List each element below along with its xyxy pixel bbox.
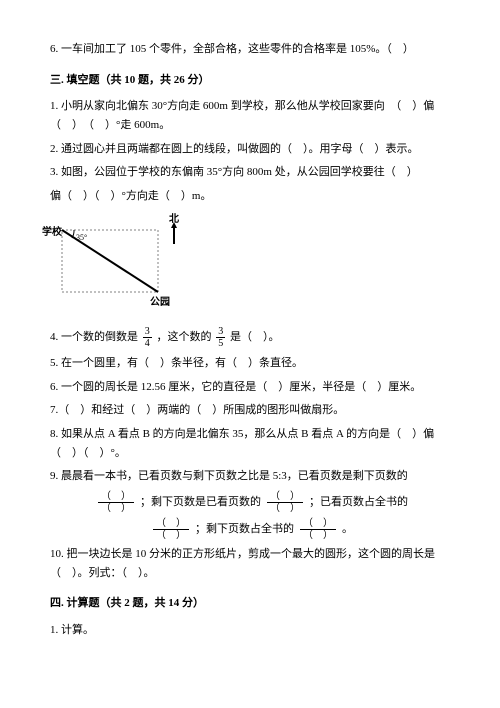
section-3-title: 三. 填空题（共 10 题，共 26 分）	[50, 71, 450, 90]
fill-q9-intro: 9. 晨晨看一本书，已看页数与剩下页数之比是 5:3，已看页数是剩下页数的	[50, 467, 450, 486]
frac-den: 4	[143, 338, 152, 349]
fill-q8: 8. 如果从点 A 看点 B 的方向是北偏东 35，那么从点 B 看点 A 的方…	[50, 425, 450, 462]
q4-text-pre: 4. 一个数的倒数是	[50, 331, 138, 343]
q4-text-post: 是（ ）。	[230, 331, 280, 343]
fill-q2: 2. 通过圆心并且两端都在圆上的线段，叫做圆的（ ）。用字母（ ）表示。	[50, 140, 450, 159]
frac-num: 3	[216, 326, 225, 338]
paren-fraction: （ ） （ ）	[300, 518, 336, 541]
school-park-diagram: 35° 学校 北 公园	[50, 218, 190, 308]
q4-text-mid: ，这个数的	[157, 331, 212, 343]
q9-row2: （ ） （ ） ；剩下页数占全书的 （ ） （ ） 。	[50, 518, 450, 541]
frac-den: 5	[216, 338, 225, 349]
pf-num: （ ）	[267, 491, 303, 503]
question-6-top: 6. 一车间加工了 105 个零件，全部合格，这些零件的合格率是 105%。（ …	[50, 40, 450, 59]
school-label: 学校	[42, 224, 62, 241]
fill-q1: 1. 小明从家向北偏东 30°方向走 600m 到学校，那么他从学校回家要向 （…	[50, 97, 450, 134]
q9-text-3: ；剩下页数占全书的	[195, 520, 294, 539]
q4-fraction-1: 3 4	[143, 326, 152, 349]
q9-text-1: ；剩下页数是已看页数的	[140, 493, 261, 512]
pf-num: （ ）	[98, 491, 134, 503]
frac-num: 3	[143, 326, 152, 338]
pf-num: （ ）	[153, 518, 189, 530]
paren-fraction: （ ） （ ）	[98, 491, 134, 514]
park-label: 公园	[150, 294, 170, 311]
fill-q6: 6. 一个圆的周长是 12.56 厘米，它的直径是（ ）厘米，半径是（ ）厘米。	[50, 378, 450, 397]
pf-den: （ ）	[300, 530, 336, 541]
q9-text-2: ；已看页数占全书的	[309, 493, 408, 512]
pf-den: （ ）	[98, 503, 134, 514]
angle-label: 35°	[76, 233, 87, 242]
fill-q4: 4. 一个数的倒数是 3 4 ，这个数的 3 5 是（ ）。	[50, 326, 450, 349]
pf-den: （ ）	[153, 530, 189, 541]
paren-fraction: （ ） （ ）	[153, 518, 189, 541]
fill-q3-line2: 偏（ ）（ ）°方向走（ ）m。	[50, 187, 450, 206]
pf-den: （ ）	[267, 503, 303, 514]
fill-q3-line1: 3. 如图，公园位于学校的东偏南 35°方向 800m 处，从公园回学校要往（ …	[50, 163, 450, 182]
q4-fraction-2: 3 5	[216, 326, 225, 349]
fill-q5: 5. 在一个圆里，有（ ）条半径，有（ ）条直径。	[50, 354, 450, 373]
pf-num: （ ）	[300, 518, 336, 530]
section-4-title: 四. 计算题（共 2 题，共 14 分）	[50, 594, 450, 613]
north-label: 北	[169, 211, 179, 228]
fill-q10: 10. 把一块边长是 10 分米的正方形纸片，剪成一个最大的圆形，这个圆的周长是…	[50, 545, 450, 582]
fill-q7: 7.（ ）和经过（ ）两端的（ ）所围成的图形叫做扇形。	[50, 401, 450, 420]
calc-q1: 1. 计算。	[50, 621, 450, 640]
q9-row1: （ ） （ ） ；剩下页数是已看页数的 （ ） （ ） ；已看页数占全书的	[50, 491, 450, 514]
q9-text-4: 。	[342, 520, 353, 539]
paren-fraction: （ ） （ ）	[267, 491, 303, 514]
